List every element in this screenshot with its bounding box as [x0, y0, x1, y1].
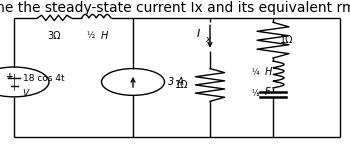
Text: H: H: [100, 31, 108, 41]
Text: ¼: ¼: [252, 69, 259, 77]
Text: 1Ω: 1Ω: [280, 35, 294, 45]
Text: V: V: [23, 89, 29, 98]
Text: H: H: [264, 66, 272, 77]
Text: 3 A: 3 A: [168, 77, 184, 87]
Text: x: x: [205, 35, 210, 44]
Text: I: I: [196, 28, 200, 39]
Text: 18 cos 4t: 18 cos 4t: [23, 74, 64, 83]
Text: 3Ω: 3Ω: [48, 31, 61, 41]
Text: +: +: [6, 72, 14, 81]
Text: Determine the steady-state current Ix and its equivalent rms value.: Determine the steady-state current Ix an…: [0, 1, 350, 15]
Text: 1Ω: 1Ω: [175, 80, 189, 90]
Text: ⅛: ⅛: [252, 89, 259, 98]
Text: F: F: [264, 87, 270, 97]
Text: ½: ½: [86, 31, 95, 40]
